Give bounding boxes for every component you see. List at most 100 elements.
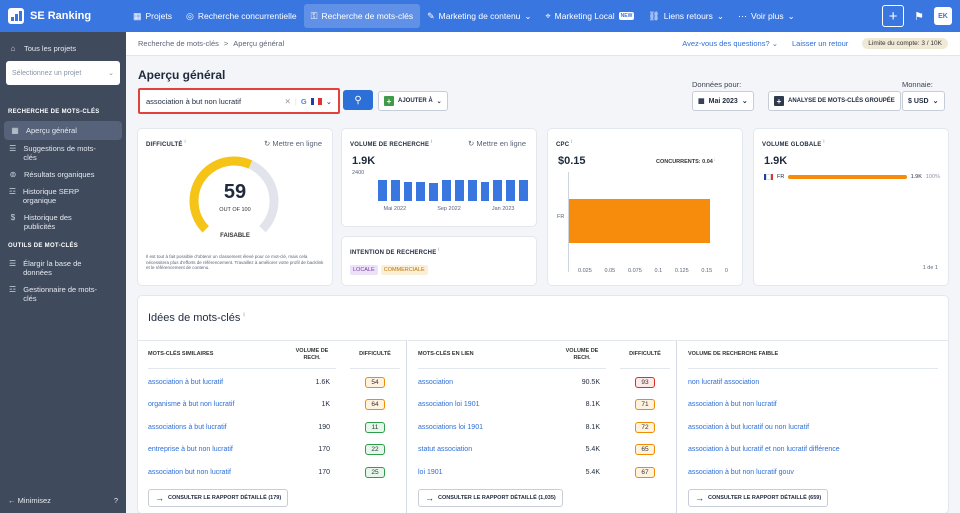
nav-item-target[interactable]: ◎ Recherche concurrentielle bbox=[185, 10, 297, 22]
global-volume-value: 1.9K bbox=[764, 155, 788, 167]
flag-icon[interactable]: ⚑ bbox=[914, 10, 924, 23]
project-select[interactable]: Sélectionnez un projet ⌄ bbox=[6, 61, 120, 85]
x-tick-label: 0.075 bbox=[627, 268, 642, 274]
refresh-link[interactable]: ↻ Mettre en ligne bbox=[468, 139, 526, 148]
sidebar-item[interactable]: ☲ Historique SERP organique bbox=[8, 187, 79, 205]
feedback-link[interactable]: Laisser un retour bbox=[792, 39, 849, 48]
keyword-link[interactable]: association à but lucratif ou non lucrat… bbox=[688, 423, 810, 431]
nav-item-link[interactable]: ⛓ Liens retours ⌄ bbox=[648, 10, 724, 22]
search-icon: ⚲ bbox=[354, 94, 362, 106]
intent-tags: LOCALE COMMERCIALE bbox=[350, 264, 431, 275]
difficulty-card: DIFFICULTÉ i ↻ Mettre en ligne 59 OUT OF… bbox=[138, 129, 332, 285]
volume-ymax: 2400 bbox=[352, 170, 365, 176]
difficulty-badge: 65 bbox=[635, 444, 655, 455]
x-tick-label: Mai 2022 bbox=[383, 206, 407, 212]
group-analysis-button[interactable]: + ANALYSE DE MOTS-CLÉS GROUPÉE bbox=[768, 91, 901, 111]
keyword-link[interactable]: association à but non lucratif gouv bbox=[688, 468, 794, 476]
sidebar-item[interactable]: ▦ Aperçu général bbox=[4, 121, 122, 140]
sidebar-item[interactable]: ☰ Suggestions de mots-clés bbox=[9, 144, 96, 162]
keyword-link[interactable]: association but non lucratif bbox=[148, 468, 231, 476]
card-title: VOLUME GLOBALE i bbox=[762, 139, 825, 148]
ideas-table-related: MOTS-CLÉS EN LIEN VOLUME DE RECH. DIFFICUL… bbox=[408, 340, 676, 513]
keyword-link[interactable]: association à but lucratif bbox=[148, 378, 224, 386]
currency-select[interactable]: $ USD ⌄ bbox=[902, 91, 945, 111]
refresh-link[interactable]: ↻ Mettre en ligne bbox=[264, 139, 322, 148]
sidebar-item-all-projects[interactable]: ⌂ Tous les projets bbox=[0, 40, 126, 57]
keyword-link[interactable]: statut association bbox=[418, 446, 473, 453]
menu-icon: $ bbox=[10, 213, 16, 222]
sidebar-item[interactable]: ⊚ Résultats organiques bbox=[9, 170, 95, 179]
keyword-link[interactable]: associations loi 1901 bbox=[418, 423, 483, 431]
detailed-report-button[interactable]: → CONSULTER LE RAPPORT DÉTAILLÉ (1,035) bbox=[418, 489, 563, 507]
difficulty-level: FAISABLE bbox=[220, 233, 250, 239]
difficulty-badge: 93 bbox=[635, 376, 655, 388]
x-tick-label: 0.15 bbox=[701, 268, 713, 274]
nav-item-more[interactable]: ⋯ Voir plus ⌄ bbox=[738, 10, 795, 22]
chevron-down-icon: ⌄ bbox=[932, 98, 939, 105]
minimize-button[interactable]: ← Minimisez bbox=[8, 496, 51, 505]
card-title: INTENTION DE RECHERCHE i bbox=[350, 247, 440, 256]
table-row: association à but non lucratif gouv bbox=[678, 461, 948, 483]
app-name: SE Ranking bbox=[30, 10, 92, 22]
card-title: CPC i bbox=[556, 139, 573, 148]
volume-value: 190 bbox=[318, 423, 330, 431]
nav-item-edit[interactable]: ✎ Marketing de contenu ⌄ bbox=[427, 10, 532, 22]
detailed-report-button[interactable]: → CONSULTER LE RAPPORT DÉTAILLÉ (659) bbox=[688, 489, 829, 507]
column-header: DIFFICULTÉ bbox=[620, 341, 670, 369]
volume-bar bbox=[467, 180, 477, 201]
keyword-search-input[interactable]: association à but non lucratif ✕ | G ⌄ bbox=[138, 88, 340, 114]
volume-bar bbox=[480, 181, 490, 201]
column-header: VOLUME DE RECHERCHE FAIBLE bbox=[688, 341, 938, 369]
avatar[interactable]: EK bbox=[934, 7, 952, 25]
volume-value: 5.4K bbox=[585, 468, 600, 476]
nav-item-grid[interactable]: ▦ Projets bbox=[133, 10, 172, 22]
top-navbar: SE Ranking ▦ Projets ◎ Recherche concurrent… bbox=[0, 0, 960, 32]
target-icon: ◎ bbox=[185, 10, 194, 21]
keyword-link[interactable]: association à but lucratif et non lucrat… bbox=[688, 446, 840, 453]
date-select[interactable]: ▦ Mai 2023 ⌄ bbox=[692, 91, 754, 111]
info-icon: ⁱ bbox=[714, 159, 716, 165]
table-row: association but non lucratif 170 25 bbox=[138, 461, 406, 483]
volume-bar bbox=[442, 180, 451, 201]
sidebar-item[interactable]: ☰ Élargir la base de données bbox=[8, 259, 82, 277]
grid-icon: ▦ bbox=[133, 10, 142, 21]
column-header: DIFFICULTÉ bbox=[350, 341, 400, 369]
detailed-report-button[interactable]: → CONSULTER LE RAPPORT DÉTAILLÉ (179) bbox=[148, 489, 289, 507]
logo[interactable]: SE Ranking bbox=[0, 8, 126, 24]
clear-icon[interactable]: ✕ bbox=[284, 96, 291, 106]
volume-value: 8.1K bbox=[585, 423, 600, 431]
keyword-link[interactable]: associations à but lucratif bbox=[148, 423, 227, 431]
sidebar-item[interactable]: ☲ Gestionnaire de mots-clés bbox=[9, 285, 98, 303]
help-link[interactable]: Avez-vous des questions? ⌄ bbox=[682, 39, 778, 48]
volume-bar bbox=[390, 180, 400, 201]
chevron-down-icon: ⌄ bbox=[436, 98, 442, 105]
difficulty-badge: 71 bbox=[635, 399, 655, 410]
keyword-link[interactable]: association bbox=[418, 378, 454, 386]
x-tick-label: 0.025 bbox=[578, 268, 592, 274]
keyword-link[interactable]: loi 1901 bbox=[418, 468, 443, 476]
keyword-link[interactable]: non lucratif association bbox=[688, 378, 760, 386]
global-volume-bar bbox=[788, 175, 907, 179]
x-tick-label: 0.05 bbox=[604, 268, 616, 274]
sidebar-item[interactable]: $ Historique des publicités bbox=[0, 209, 126, 235]
chevron-down-icon[interactable]: ⌄ bbox=[325, 96, 332, 106]
help-icon[interactable]: ? bbox=[113, 496, 118, 505]
add-icon[interactable]: + bbox=[882, 5, 905, 27]
keyword-link[interactable]: entreprise à but non lucratif bbox=[148, 446, 233, 453]
nav-item-key[interactable]: ⚿ Recherche de mots-clés bbox=[303, 4, 421, 28]
plus-icon: + bbox=[774, 96, 784, 106]
menu-icon: ☲ bbox=[9, 285, 17, 294]
keyword-link[interactable]: organisme à but non lucratif bbox=[148, 401, 235, 408]
volume-value: 8.1K bbox=[585, 401, 600, 408]
keyword-link[interactable]: association loi 1901 bbox=[418, 401, 480, 408]
add-to-button[interactable]: + AJOUTER À ⌄ bbox=[378, 91, 448, 111]
breadcrumb-root[interactable]: Recherche de mots-clés bbox=[138, 39, 219, 48]
main-nav: ▦ Projets ◎ Recherche concurrentielle ⚿ Reche… bbox=[126, 0, 802, 32]
keyword-link[interactable]: association à but non lucratif bbox=[688, 401, 777, 408]
x-tick-label: 0.1 bbox=[654, 268, 663, 274]
table-row: associations à but lucratif 190 11 bbox=[138, 416, 406, 438]
france-flag-icon[interactable] bbox=[310, 97, 322, 105]
nav-item-pin[interactable]: ⌖ Marketing Local NEW bbox=[545, 10, 635, 21]
search-button[interactable]: ⚲ bbox=[343, 90, 373, 110]
section-title: Idées de mots-clés i bbox=[148, 312, 245, 324]
